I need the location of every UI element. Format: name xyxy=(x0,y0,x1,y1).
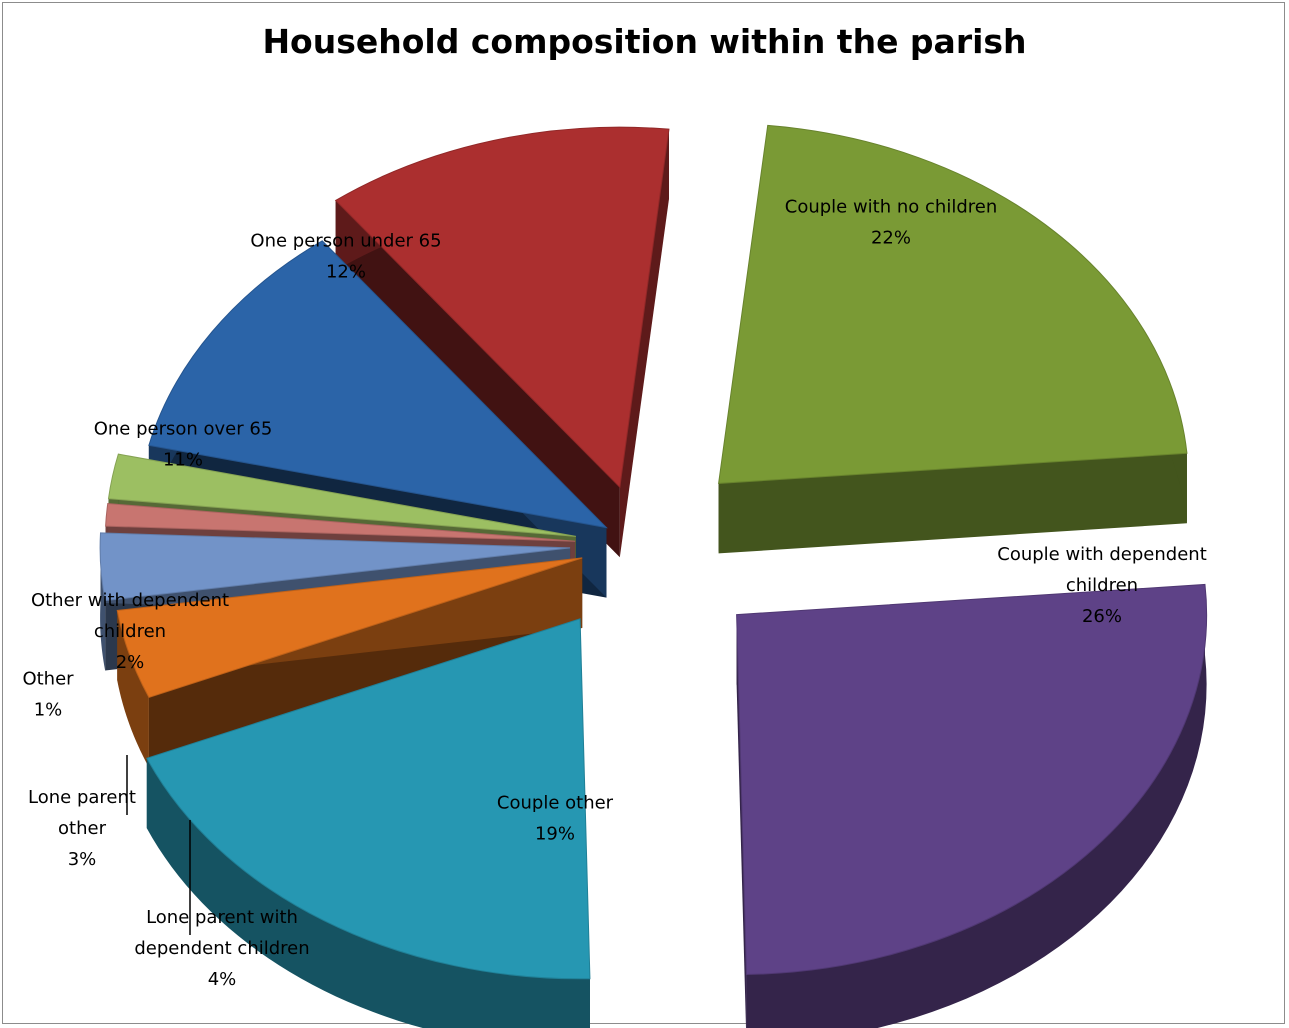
slice-label-line: 3% xyxy=(68,849,97,870)
pie-labels: Couple with no children 22% Couple with de… xyxy=(22,197,1206,991)
slice-label-line: 26% xyxy=(1082,606,1122,627)
slice-label-line: 4% xyxy=(208,969,237,990)
slice-label-line: 1% xyxy=(34,700,63,721)
pie-slice xyxy=(105,503,576,542)
chart-title: Household composition within the parish xyxy=(262,22,1027,61)
slice-label-line: 22% xyxy=(871,228,911,249)
slice-label: One person under 65 12% xyxy=(250,231,441,283)
slice-outer-wall xyxy=(117,610,149,768)
pie-slice xyxy=(146,618,591,980)
pie-tops xyxy=(99,124,1208,980)
slice-label: Other with dependent children 2% xyxy=(31,590,229,673)
slice-label: Lone parent with dependent children 4% xyxy=(134,907,309,990)
slice-outer-wall xyxy=(746,584,1207,1028)
slice-label-line: children xyxy=(1066,575,1138,596)
slice-wall xyxy=(335,200,620,558)
slice-outer-wall xyxy=(100,532,106,671)
slice-label-line: 2% xyxy=(116,652,145,673)
slice-label-line: other xyxy=(58,818,107,839)
slice-outer-wall xyxy=(146,758,590,1028)
slice-label-line: 19% xyxy=(535,824,575,845)
slice-label-line: dependent children xyxy=(134,938,309,959)
pie-slice xyxy=(334,126,670,489)
slice-label-line: 12% xyxy=(326,262,366,283)
slice-label-line: children xyxy=(94,621,166,642)
slice-label-line: Other with dependent xyxy=(31,590,229,611)
slice-label-line: Lone parent with xyxy=(146,907,298,928)
slice-label-line: Couple with no children xyxy=(785,197,997,218)
pie-slice xyxy=(99,532,571,602)
slice-label-line: Couple other xyxy=(497,793,614,814)
slice-label: Couple with no children 22% xyxy=(785,197,997,249)
slice-wall xyxy=(718,453,1187,554)
slice-wall xyxy=(619,129,669,558)
slice-label-line: Lone parent xyxy=(28,787,136,808)
slice-label-line: One person under 65 xyxy=(250,231,441,252)
pie-slice xyxy=(718,124,1188,484)
slice-label: Couple other 19% xyxy=(497,793,614,845)
slice-label-line: 11% xyxy=(163,450,203,471)
slice-label-line: Other xyxy=(22,669,74,690)
slice-label-line: Couple with dependent xyxy=(997,544,1207,565)
slice-label: Other 1% xyxy=(22,669,74,721)
pie-slice xyxy=(736,583,1208,976)
pie-slice xyxy=(148,240,608,529)
slice-label-line: One person over 65 xyxy=(94,419,273,440)
pie-slice xyxy=(116,557,583,699)
slice-label: Lone parent other 3% xyxy=(28,787,136,870)
slice-label: One person over 65 11% xyxy=(94,419,273,471)
pie-slice xyxy=(107,453,576,537)
slice-label: Couple with dependent children 26% xyxy=(997,544,1207,627)
